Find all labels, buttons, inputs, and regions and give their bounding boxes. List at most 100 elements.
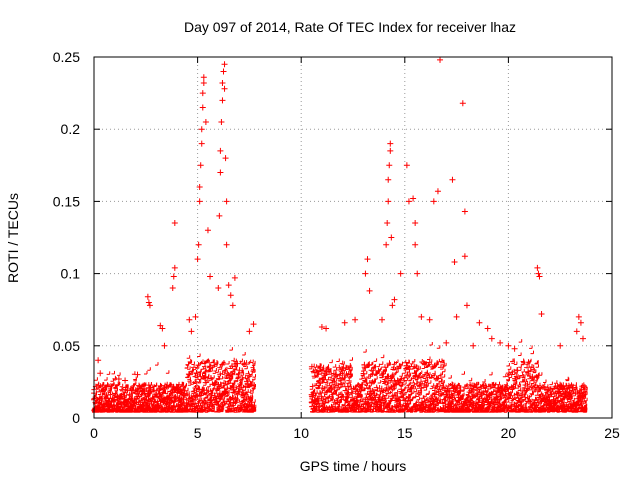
roti-point [192, 313, 199, 320]
roti-point [97, 370, 104, 377]
grid-layer [94, 57, 612, 418]
roti-point [323, 325, 330, 332]
roti-point [341, 319, 348, 326]
roti-point [451, 259, 458, 266]
roti-point [221, 85, 228, 92]
roti-point [352, 316, 359, 323]
roti-point [397, 270, 404, 277]
roti-point [215, 285, 222, 292]
roti-point [223, 241, 230, 248]
roti-point [437, 56, 444, 63]
y-tick-label: 0.05 [53, 338, 80, 354]
roti-point [426, 316, 433, 323]
roti-point [449, 176, 456, 183]
roti-point [199, 104, 206, 111]
y-axis-label: ROTI / TECUs [5, 193, 21, 283]
roti-point [534, 264, 541, 271]
x-tick-label: 20 [501, 425, 517, 441]
roti-point [557, 342, 564, 349]
roti-point [388, 234, 395, 241]
roti-point [216, 212, 223, 219]
roti-point [410, 195, 417, 202]
roti-dense-band [91, 339, 588, 413]
roti-point [200, 79, 207, 86]
x-tick-label: 25 [604, 425, 620, 441]
roti-point [186, 316, 193, 323]
roti-point [221, 61, 228, 68]
roti-point [387, 140, 394, 147]
roti-point [476, 319, 483, 326]
roti-point [511, 345, 518, 352]
x-tick-label: 15 [397, 425, 413, 441]
roti-point [497, 339, 504, 346]
roti-point [535, 270, 542, 277]
roti-point [463, 302, 470, 309]
roti-point [443, 339, 450, 346]
x-tick-label: 0 [90, 425, 98, 441]
roti-point [115, 376, 122, 383]
roti-point [403, 162, 410, 169]
roti-point [538, 311, 545, 318]
roti-point [146, 302, 153, 309]
roti-point [134, 371, 141, 378]
chart-title: Day 097 of 2014, Rate Of TEC Index for r… [184, 19, 516, 35]
roti-point [459, 100, 466, 107]
roti-point [188, 328, 195, 335]
roti-point [536, 273, 543, 280]
roti-point [575, 313, 582, 320]
roti-point [231, 274, 238, 281]
roti-point [95, 357, 102, 364]
roti-point [412, 241, 419, 248]
roti-point [204, 227, 211, 234]
roti-point [362, 270, 369, 277]
roti-point [384, 220, 391, 227]
roti-point [579, 335, 586, 342]
roti-point [207, 273, 214, 280]
roti-point [229, 302, 236, 309]
roti-point [171, 264, 178, 271]
roti-point [219, 79, 226, 86]
roti-point [505, 342, 512, 349]
roti-point [470, 342, 477, 349]
roti-point [246, 328, 253, 335]
roti-point [379, 316, 386, 323]
roti-point [171, 220, 178, 227]
roti-point [366, 287, 373, 294]
roti-point [461, 253, 468, 260]
y-tick-label: 0.1 [61, 266, 81, 282]
roti-point [250, 321, 257, 328]
roti-point [225, 282, 232, 289]
roti-point [200, 74, 207, 81]
roti-point [227, 292, 234, 299]
roti-point [223, 198, 230, 205]
roti-point [414, 270, 421, 277]
roti-point [385, 176, 392, 183]
roti-point [577, 319, 584, 326]
roti-point [144, 293, 151, 300]
y-tick-label: 0.15 [53, 193, 80, 209]
roti-point [198, 140, 205, 147]
roti-point [389, 302, 396, 309]
roti-point [159, 325, 166, 332]
roti-point [217, 169, 224, 176]
roti-point [222, 155, 229, 162]
roti-point [197, 162, 204, 169]
roti-point [405, 198, 412, 205]
roti-point [383, 241, 390, 248]
roti-point [169, 285, 176, 292]
roti-point [318, 324, 325, 331]
roti-point [170, 273, 177, 280]
data-layer [91, 56, 588, 413]
roti-point [453, 313, 460, 320]
roti-point [196, 198, 203, 205]
roti-point [196, 183, 203, 190]
roti-point [202, 118, 209, 125]
roti-point [220, 68, 227, 75]
roti-point [385, 198, 392, 205]
roti-point [217, 147, 224, 154]
roti-point [195, 241, 202, 248]
roti-point [461, 208, 468, 215]
roti-point [218, 118, 225, 125]
roti-point [412, 220, 419, 227]
